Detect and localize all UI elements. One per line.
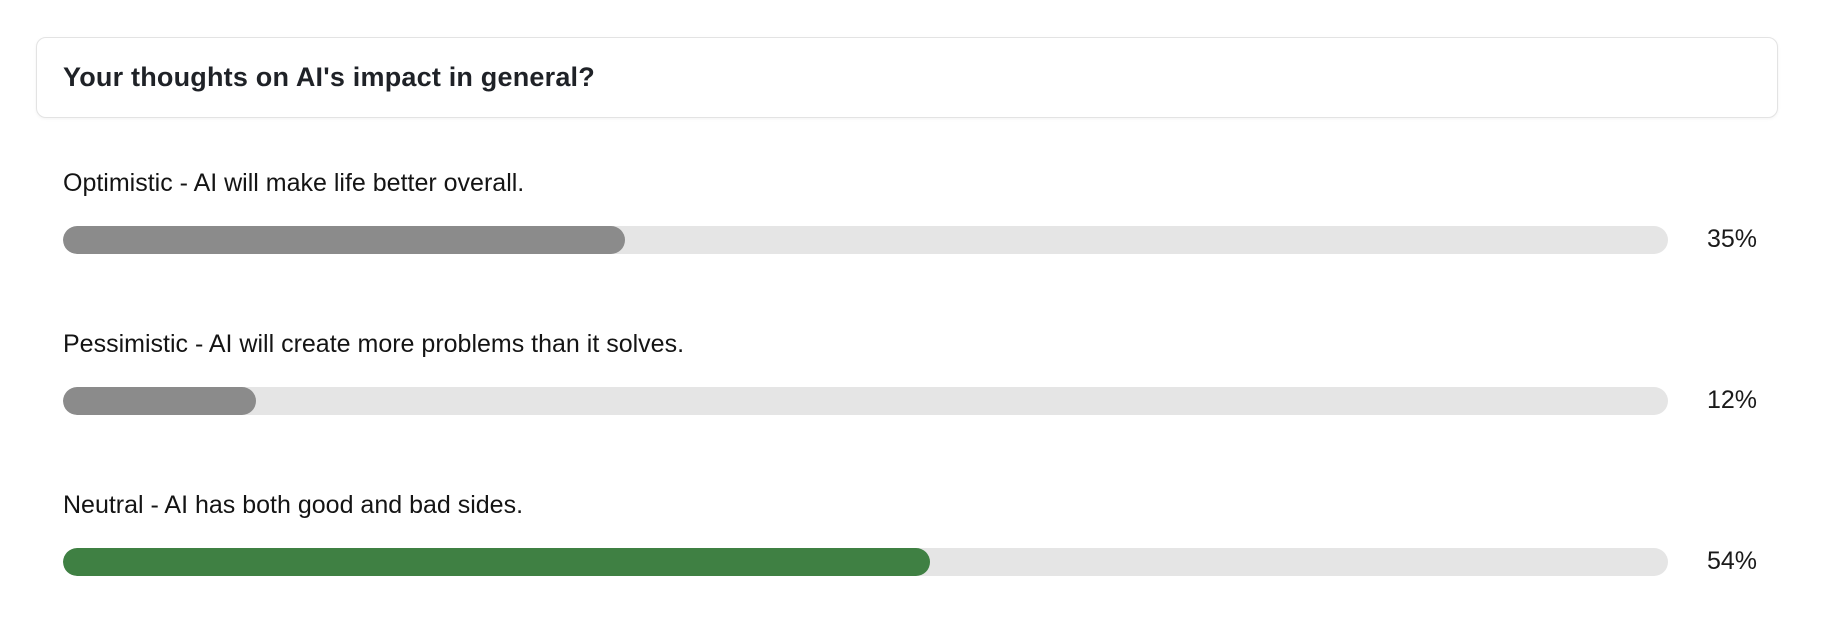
poll-widget: Your thoughts on AI's impact in general?… [0, 37, 1821, 640]
percent-label: 35% [1706, 225, 1757, 253]
poll-option[interactable]: Pessimistic - AI will create more proble… [63, 328, 1757, 415]
option-bar-row: 12% [63, 386, 1757, 415]
poll-option[interactable]: Neutral - AI has both good and bad sides… [63, 489, 1757, 576]
progress-track [63, 225, 1668, 254]
option-label: Optimistic - AI will make life better ov… [63, 169, 525, 197]
progress-track [63, 547, 1668, 576]
progress-track [63, 386, 1668, 415]
progress-fill [63, 225, 625, 254]
option-label: Pessimistic - AI will create more proble… [63, 330, 685, 358]
percent-label: 54% [1706, 547, 1757, 575]
percent-label: 12% [1706, 386, 1757, 414]
option-label: Neutral - AI has both good and bad sides… [63, 491, 524, 519]
question-text: Your thoughts on AI's impact in general? [63, 62, 595, 92]
progress-fill [63, 547, 930, 576]
poll-options: Optimistic - AI will make life better ov… [63, 167, 1757, 576]
question-box: Your thoughts on AI's impact in general? [36, 37, 1778, 118]
progress-fill [63, 386, 256, 415]
poll-option[interactable]: Optimistic - AI will make life better ov… [63, 167, 1757, 254]
option-bar-row: 54% [63, 547, 1757, 576]
option-bar-row: 35% [63, 225, 1757, 254]
